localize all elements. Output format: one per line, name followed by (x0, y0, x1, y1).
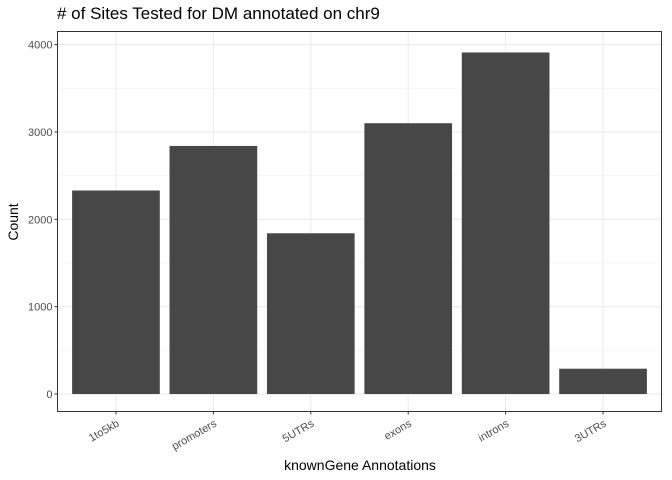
y-tick-label: 3000 (28, 127, 52, 139)
bar-1to5kb (72, 190, 160, 395)
y-tick-label: 1000 (28, 302, 52, 314)
x-tick-label: promoters (170, 417, 219, 452)
x-axis-title: knownGene Annotations (284, 457, 436, 473)
bar-exons (364, 123, 453, 395)
bar-promoters (169, 145, 258, 395)
panel-border (57, 31, 662, 412)
bar-5utrs (266, 233, 355, 395)
x-tick-label: 1to5kb (87, 418, 122, 445)
bar-3utrs (559, 368, 647, 395)
chart-title: # of Sites Tested for DM annotated on ch… (57, 4, 380, 23)
y-tick-label: 0 (46, 389, 52, 401)
bar-introns (461, 52, 550, 395)
x-tick-label: 3UTRs (573, 417, 609, 445)
x-tick-label: exons (382, 417, 414, 442)
x-tick-label: introns (477, 417, 512, 444)
x-tick-label: 5UTRs (281, 417, 317, 445)
x-axis-ticks: 1to5kb promoters 5UTRs exons introns 3UTRs (87, 411, 609, 453)
y-tick-label: 4000 (28, 40, 52, 52)
y-axis-ticks: 0 1000 2000 3000 4000 (28, 40, 58, 401)
y-tick-label: 2000 (28, 214, 52, 226)
bars (72, 52, 647, 395)
y-axis-title: Count (5, 203, 21, 240)
